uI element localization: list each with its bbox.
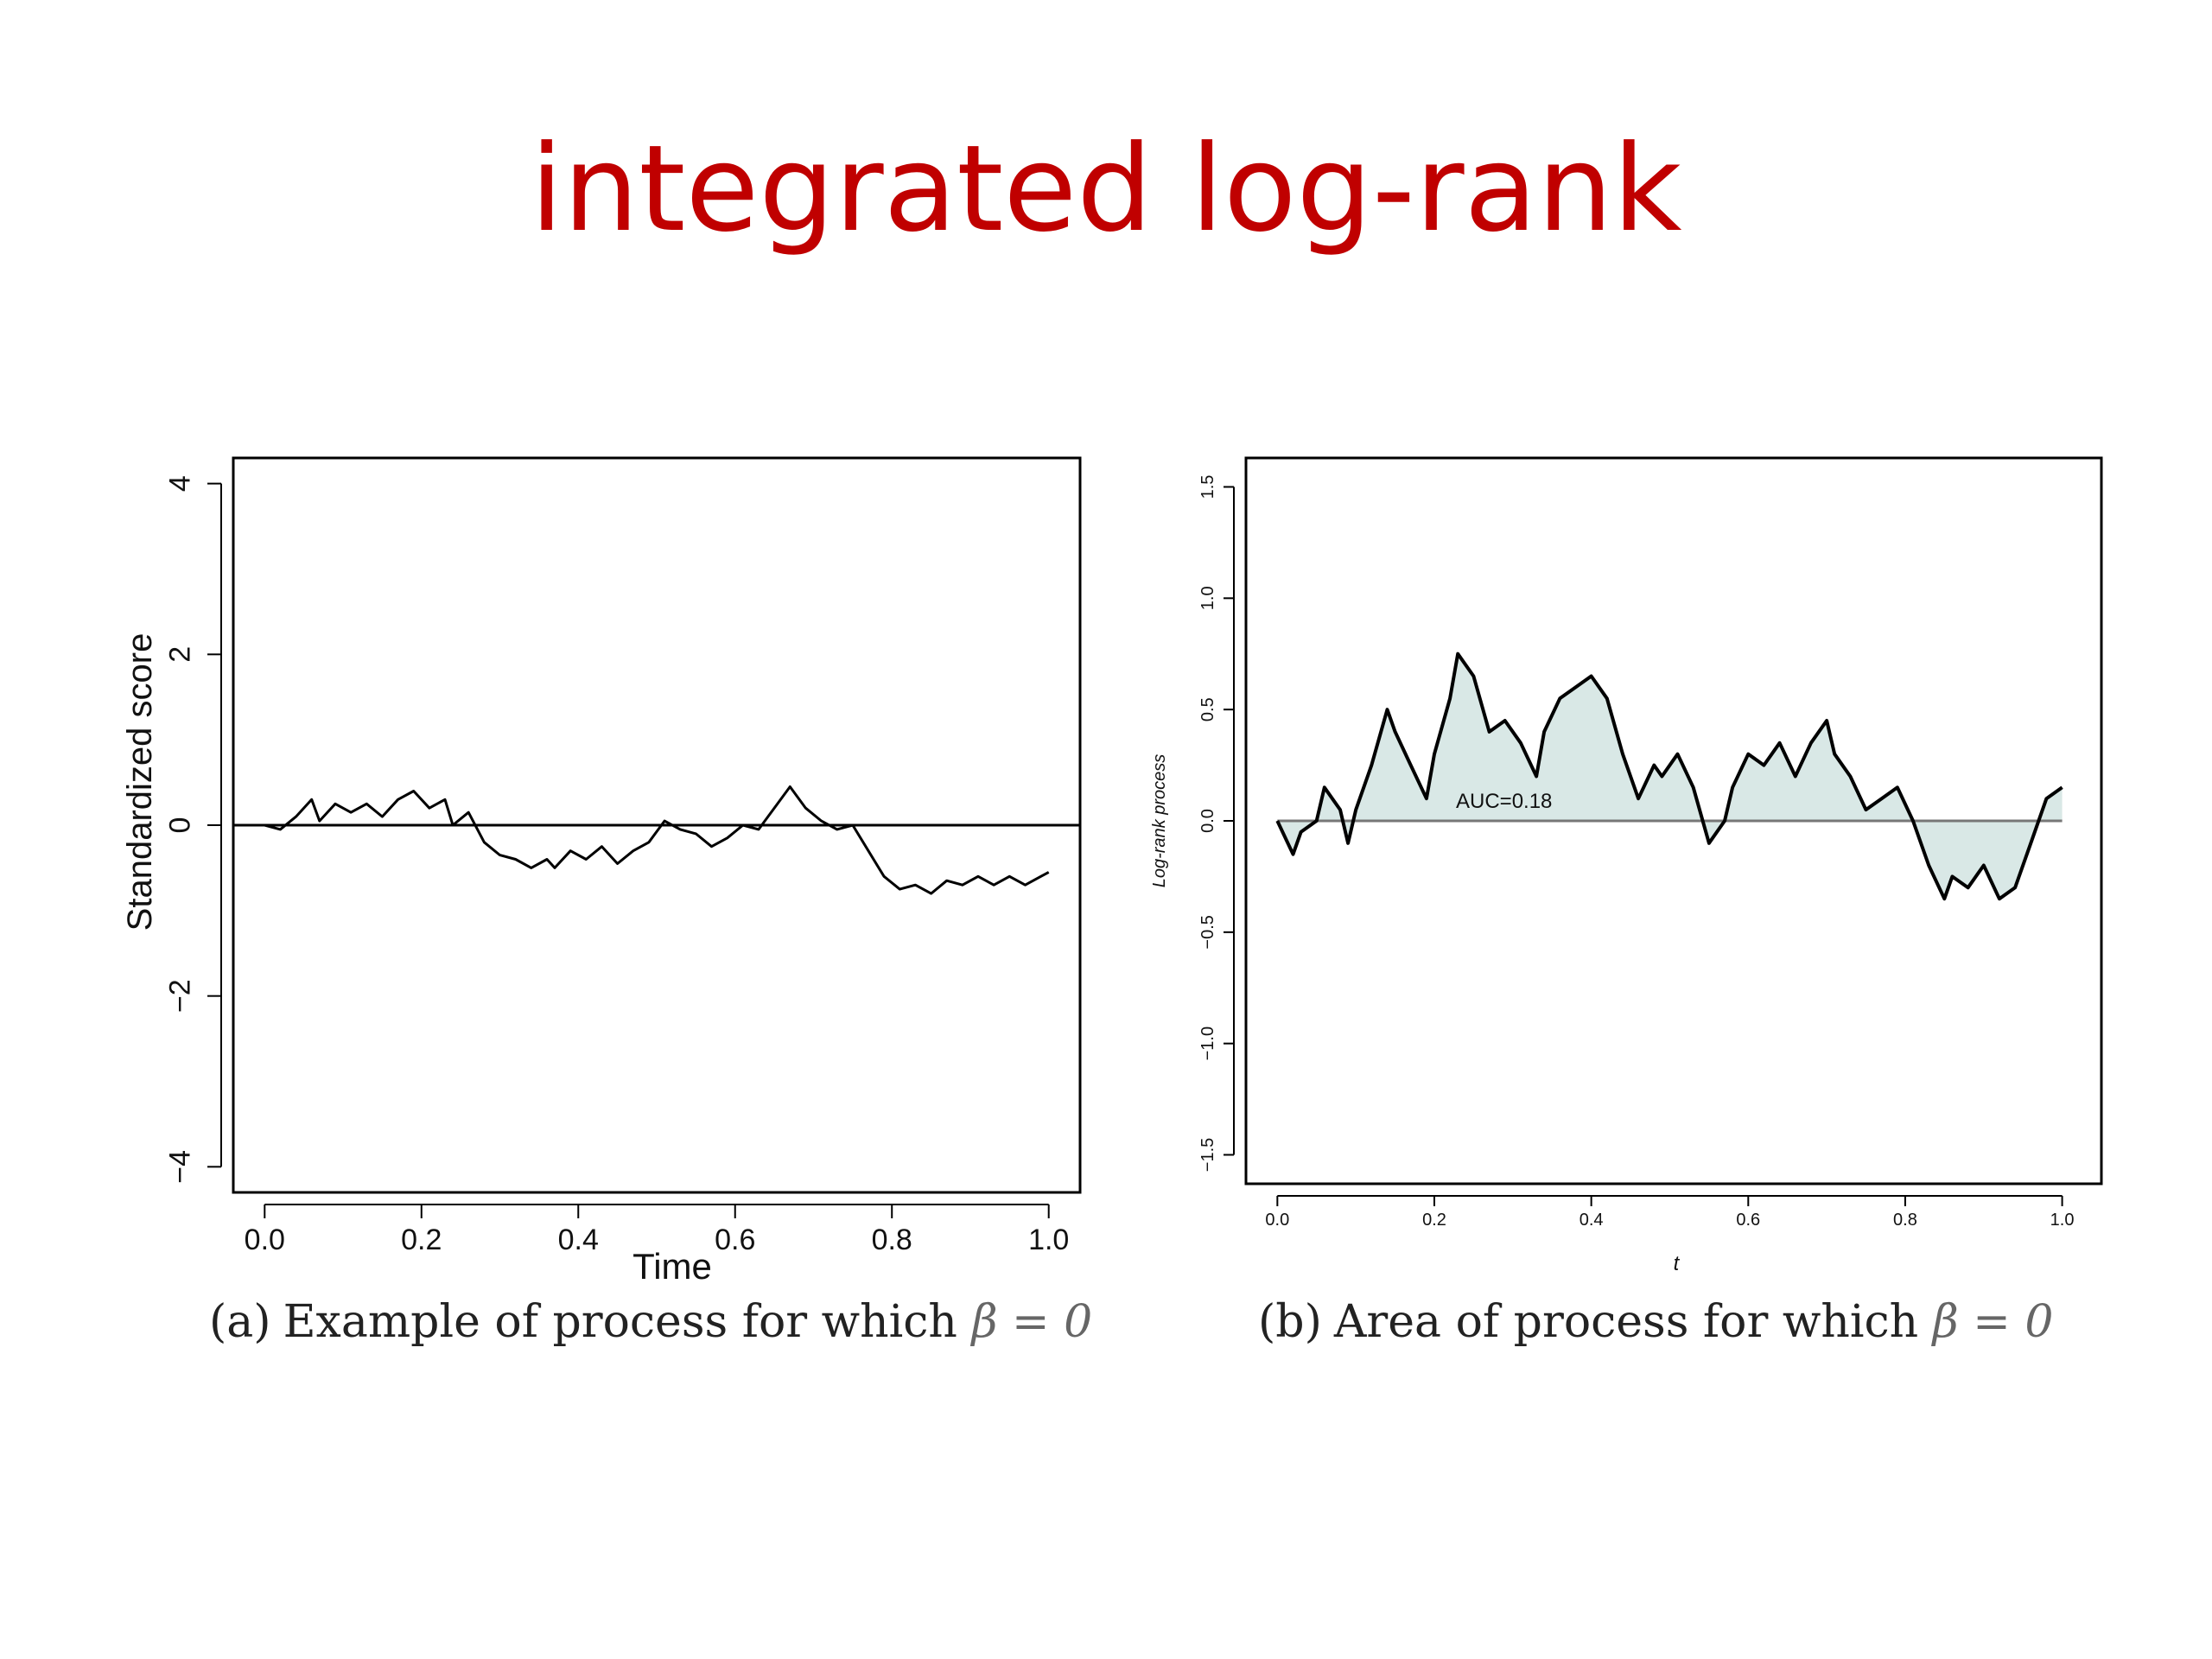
x-tick-label: 0.8 xyxy=(1893,1211,1917,1230)
caption-a-math: β = 0 xyxy=(971,1296,1093,1348)
x-tick-label: 0.0 xyxy=(1265,1211,1289,1230)
caption-b-text: Area of process for which xyxy=(1333,1296,1919,1348)
chart-b-plot-frame xyxy=(1244,456,2103,1185)
chart-b-annotation: AUC=0.18 xyxy=(1456,790,1552,813)
caption-b-math: β = 0 xyxy=(1932,1296,2054,1348)
y-tick-label: 1.5 xyxy=(1198,475,1217,499)
x-tick-label: 1.0 xyxy=(2050,1211,2075,1230)
x-tick-label: 0.4 xyxy=(558,1224,599,1256)
chart-a-y-axis-label: Standardized score xyxy=(121,633,159,931)
caption-b-label: (b) xyxy=(1258,1296,1322,1348)
x-tick-label: 0.4 xyxy=(1580,1211,1604,1230)
chart-b-x-axis-label: t xyxy=(1674,1252,1681,1275)
y-tick-label: −2 xyxy=(164,979,197,1013)
x-tick-label: 0.6 xyxy=(715,1224,755,1256)
y-tick-label: −0.5 xyxy=(1198,915,1217,949)
y-tick-label: −4 xyxy=(164,1150,197,1184)
y-tick-label: 4 xyxy=(164,475,197,492)
series-line xyxy=(264,785,1050,895)
x-tick-label: 0.2 xyxy=(401,1224,442,1256)
y-tick-label: 2 xyxy=(164,646,197,663)
caption-a-text: Example of process for which xyxy=(283,1296,957,1348)
y-tick-label: −1.5 xyxy=(1198,1138,1217,1172)
chart-b: 0.0 0.2 0.4 0.6 0.8 1.0 −1.5 −1.0 −0.5 0.0 0.5 1.0… xyxy=(1150,456,2103,1275)
y-tick-label: 0 xyxy=(164,817,197,834)
x-tick-label: 0.6 xyxy=(1736,1211,1760,1230)
caption-a: (a) Example of process for which β = 0 xyxy=(209,1296,1092,1348)
y-tick-label: 0.5 xyxy=(1198,697,1217,721)
y-tick-label: 0.0 xyxy=(1198,809,1217,833)
slide-title: integrated log-rank xyxy=(530,119,1682,258)
chart-b-y-axis-label: Log-rank process xyxy=(1150,754,1169,888)
caption-a-label: (a) xyxy=(209,1296,271,1348)
x-tick-label: 0.0 xyxy=(245,1224,285,1256)
x-tick-label: 0.8 xyxy=(872,1224,912,1256)
y-tick-label: 1.0 xyxy=(1198,586,1217,610)
chart-a-x-axis-label: Time xyxy=(632,1246,712,1287)
chart-a: 0.0 0.2 0.4 0.6 0.8 1.0 −4 −2 0 2 4 Time Standard… xyxy=(121,456,1082,1287)
series-line xyxy=(1275,652,2063,901)
x-tick-label: 1.0 xyxy=(1028,1224,1069,1256)
x-tick-label: 0.2 xyxy=(1422,1211,1446,1230)
y-tick-label: −1.0 xyxy=(1198,1027,1217,1060)
caption-b: (b) Area of process for which β = 0 xyxy=(1258,1296,2053,1348)
area-fill xyxy=(1277,653,2063,899)
